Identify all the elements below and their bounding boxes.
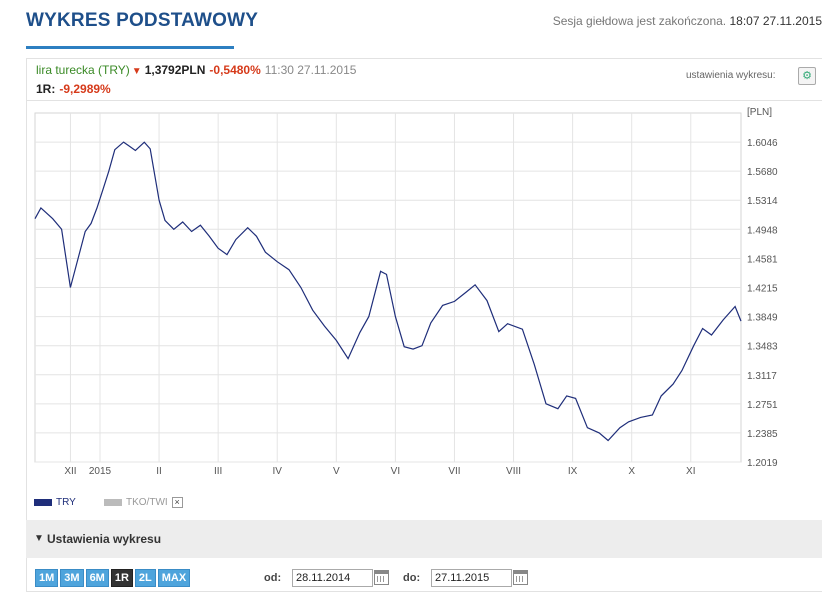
gear-icon[interactable]: ⚙: [798, 67, 816, 85]
session-text: Sesja giełdowa jest zakończona.: [552, 14, 727, 28]
range-button-1m[interactable]: 1M: [35, 569, 59, 587]
x-tick-label: IX: [568, 466, 578, 477]
date-from-label: od:: [264, 572, 282, 584]
x-tick-label: III: [214, 466, 222, 477]
y-tick-label: 1.5314: [747, 196, 778, 207]
range-button-3m[interactable]: 3M: [60, 569, 84, 587]
x-tick-label: II: [156, 466, 162, 477]
page-title: WYKRES PODSTAWOWY: [26, 10, 259, 31]
chart-grid: [34, 112, 742, 463]
y-tick-label: 1.6046: [747, 138, 778, 149]
quote-price: 1,3792PLN: [144, 63, 206, 77]
calendar-icon[interactable]: [513, 570, 528, 585]
date-from-input[interactable]: 28.11.2014: [292, 569, 373, 587]
chart-settings-label: Ustawienia wykresu: [47, 532, 162, 546]
legend-swatch-try: [34, 499, 52, 506]
y-tick-label: 1.2751: [747, 400, 778, 411]
calendar-icon[interactable]: [374, 570, 389, 585]
range-button-1r[interactable]: 1R: [110, 569, 133, 587]
x-tick-label: XII: [64, 466, 76, 477]
quote-change: -0,5480%: [209, 63, 261, 77]
legend-swatch-tko: [104, 499, 122, 506]
range-button-max[interactable]: MAX: [157, 569, 191, 587]
divider: [26, 100, 822, 101]
legend: TRY TKO/TWI ×: [34, 497, 183, 508]
y-tick-label: 1.2019: [747, 458, 778, 469]
x-tick-label: VIII: [506, 466, 521, 477]
legend-label-tko[interactable]: TKO/TWI: [126, 497, 168, 508]
triangle-down-icon: ▼: [34, 533, 44, 544]
title-underline: [26, 46, 234, 49]
series-line-try: [34, 141, 742, 442]
quote-timestamp: 11:30 27.11.2015: [264, 63, 357, 77]
period-change-line: 1R: -9,2989%: [36, 82, 111, 96]
range-buttons: 1M 3M 6M 1R 2L MAX: [35, 569, 192, 587]
chart-settings-panel[interactable]: ▼ Ustawienia wykresu: [26, 520, 822, 558]
x-tick-label: XI: [686, 466, 695, 477]
legend-label-try[interactable]: TRY: [56, 497, 76, 508]
y-tick-label: 1.5680: [747, 167, 778, 178]
range-button-6m[interactable]: 6M: [85, 569, 109, 587]
session-status: Sesja giełdowa jest zakończona. 18:07 27…: [553, 14, 822, 28]
period-label: 1R:: [36, 82, 56, 96]
x-tick-label: VI: [391, 466, 400, 477]
y-tick-label: 1.3483: [747, 342, 778, 353]
x-tick-label: X: [628, 466, 635, 477]
asset-name[interactable]: lira turecka (TRY): [36, 63, 130, 77]
x-tick-label: IV: [272, 466, 282, 477]
session-time: 18:07 27.11.2015: [729, 14, 822, 28]
range-button-2l[interactable]: 2L: [134, 569, 156, 587]
y-axis-unit: [PLN]: [747, 107, 772, 118]
chart-settings-link: ustawienia wykresu:: [686, 70, 776, 81]
x-tick-label: V: [333, 466, 340, 477]
x-axis: XII 2015 II III IV V VI VII VIII IX X XI: [64, 466, 695, 477]
y-tick-label: 1.4215: [747, 284, 778, 295]
arrow-down-icon: ▼: [131, 66, 142, 77]
x-tick-label: 2015: [89, 466, 112, 477]
y-tick-label: 1.3117: [747, 371, 777, 382]
y-tick-label: 1.2385: [747, 429, 778, 440]
x-tick-label: VII: [448, 466, 460, 477]
close-icon[interactable]: ×: [171, 497, 183, 508]
period-change: -9,2989%: [59, 82, 111, 96]
y-tick-label: 1.4581: [747, 254, 778, 265]
date-to-label: do:: [403, 572, 421, 584]
y-axis: 1.6046 1.5680 1.5314 1.4948 1.4581 1.4215 1.38…: [747, 138, 778, 469]
y-tick-label: 1.3849: [747, 313, 778, 324]
quote-line: lira turecka (TRY) ▼ 1,3792PLN -0,5480% 11:3…: [36, 63, 356, 77]
date-to-input[interactable]: 27.11.2015: [431, 569, 512, 587]
y-tick-label: 1.4948: [747, 225, 778, 236]
